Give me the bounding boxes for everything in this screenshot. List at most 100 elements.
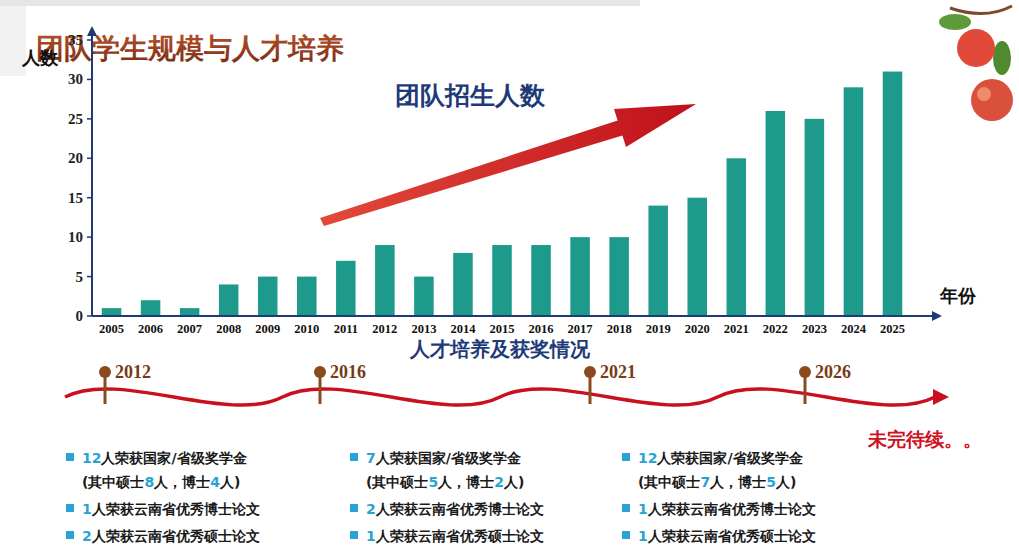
timeline-pin-head <box>99 366 111 378</box>
bullet <box>350 453 358 461</box>
award-line: 1人荣获云南省优秀博士论文 <box>82 501 260 517</box>
award-number: 2 <box>82 528 92 544</box>
top-band <box>0 0 640 6</box>
bar <box>687 198 707 316</box>
x-tick-label: 2007 <box>177 322 202 336</box>
bar <box>336 261 356 316</box>
bar <box>844 87 864 316</box>
award-text: 人荣获云南省优秀硕士论文 <box>375 528 544 544</box>
award-number: 1 <box>638 528 648 544</box>
award-text: 人荣获云南省优秀博士论文 <box>375 501 544 517</box>
award-number: 2 <box>494 474 504 490</box>
bar <box>609 237 629 316</box>
award-line: 1人荣获云南省优秀硕士论文 <box>638 528 816 544</box>
award-line: 12人荣获国家/省级奖学金 <box>638 450 804 466</box>
timeline-arrow <box>933 389 949 405</box>
award-text: 人，博士 <box>437 474 494 490</box>
x-tick-label: 2013 <box>411 322 436 336</box>
bar <box>102 308 122 316</box>
x-tick-label: 2011 <box>334 322 358 336</box>
award-text: (其中硕士 <box>366 474 428 490</box>
x-tick-label: 2006 <box>138 322 163 336</box>
bar <box>414 277 434 316</box>
bar <box>492 245 512 316</box>
award-line: 1人荣获云南省优秀硕士论文 <box>366 528 544 544</box>
award-line: (其中硕士7人，博士5人) <box>638 474 796 490</box>
award-number: 1 <box>638 501 648 517</box>
x-tick-label: 2023 <box>802 322 827 336</box>
award-text: (其中硕士 <box>82 474 144 490</box>
timeline-year: 2021 <box>600 362 636 382</box>
x-tick-label: 2022 <box>763 322 788 336</box>
leaf <box>993 41 1011 75</box>
x-tick-label: 2020 <box>685 322 710 336</box>
x-tick-label: 2009 <box>255 322 280 336</box>
award-text: 人，博士 <box>153 474 210 490</box>
bar <box>766 111 786 316</box>
bullet <box>622 531 630 539</box>
bullet <box>66 531 74 539</box>
x-tick-label: 2015 <box>490 322 515 336</box>
award-text: 人) <box>775 474 796 490</box>
y-tick-label: 25 <box>68 111 83 127</box>
award-number: 2 <box>366 501 376 517</box>
y-tick <box>87 197 92 199</box>
bar <box>531 245 551 316</box>
x-tick-label: 2018 <box>607 322 632 336</box>
timeline-pin-head <box>799 366 811 378</box>
award-number: 8 <box>144 474 154 490</box>
award-text: 人荣获国家/省级奖学金 <box>100 450 247 466</box>
bar <box>141 300 161 316</box>
timeline-year: 2026 <box>815 362 851 382</box>
stage: 团队学生规模与人才培养团队招生人数05101520253035人数年份20052… <box>0 0 1019 554</box>
award-text: 人荣获国家/省级奖学金 <box>656 450 803 466</box>
chart-title: 团队招生人数 <box>395 81 546 110</box>
bar <box>883 72 903 316</box>
y-axis-title: 人数 <box>21 47 59 68</box>
y-tick-label: 10 <box>68 229 83 245</box>
award-line: 2人荣获云南省优秀博士论文 <box>366 501 544 517</box>
x-tick-label: 2008 <box>216 322 241 336</box>
timeline-pin-head <box>584 366 596 378</box>
bar <box>375 245 395 316</box>
bar <box>805 119 825 316</box>
timeline-pin-head <box>314 366 326 378</box>
branch <box>950 6 1012 14</box>
y-tick-label: 35 <box>68 32 83 48</box>
award-line: 2人荣获云南省优秀硕士论文 <box>82 528 260 544</box>
apple <box>957 29 995 67</box>
award-number: 5 <box>766 474 776 490</box>
apple <box>971 79 1013 121</box>
award-text: (其中硕士 <box>638 474 700 490</box>
award-line: (其中硕士8人，博士4人) <box>82 474 240 490</box>
page-title: 团队学生规模与人才培养 <box>36 32 344 65</box>
leaf <box>939 14 971 30</box>
award-number: 4 <box>210 474 220 490</box>
bar <box>727 158 747 316</box>
x-tick-label: 2014 <box>450 322 476 336</box>
timeline-year: 2012 <box>115 362 151 382</box>
x-tick-label: 2021 <box>724 322 749 336</box>
x-tick-label: 2025 <box>880 322 905 336</box>
slide: 团队学生规模与人才培养团队招生人数05101520253035人数年份20052… <box>0 0 1019 554</box>
timeline-end: 未完待续。。 <box>867 428 982 450</box>
y-tick <box>87 118 92 120</box>
award-number: 1 <box>82 501 92 517</box>
award-text: 人荣获云南省优秀博士论文 <box>647 501 816 517</box>
y-tick <box>87 39 92 41</box>
y-tick <box>87 276 92 278</box>
y-axis-arrow <box>87 26 97 36</box>
y-tick <box>87 315 92 317</box>
award-text: 人) <box>503 474 524 490</box>
y-tick-label: 20 <box>68 150 83 166</box>
award-line: 7人荣获国家/省级奖学金 <box>366 450 522 466</box>
award-line: 12人荣获国家/省级奖学金 <box>82 450 248 466</box>
bullet <box>66 504 74 512</box>
bullet <box>350 531 358 539</box>
award-text: 人荣获国家/省级奖学金 <box>375 450 522 466</box>
bar <box>570 237 590 316</box>
bar <box>180 308 200 316</box>
x-tick-label: 2024 <box>841 322 867 336</box>
x-tick-label: 2012 <box>372 322 397 336</box>
timeline-year: 2016 <box>330 362 366 382</box>
